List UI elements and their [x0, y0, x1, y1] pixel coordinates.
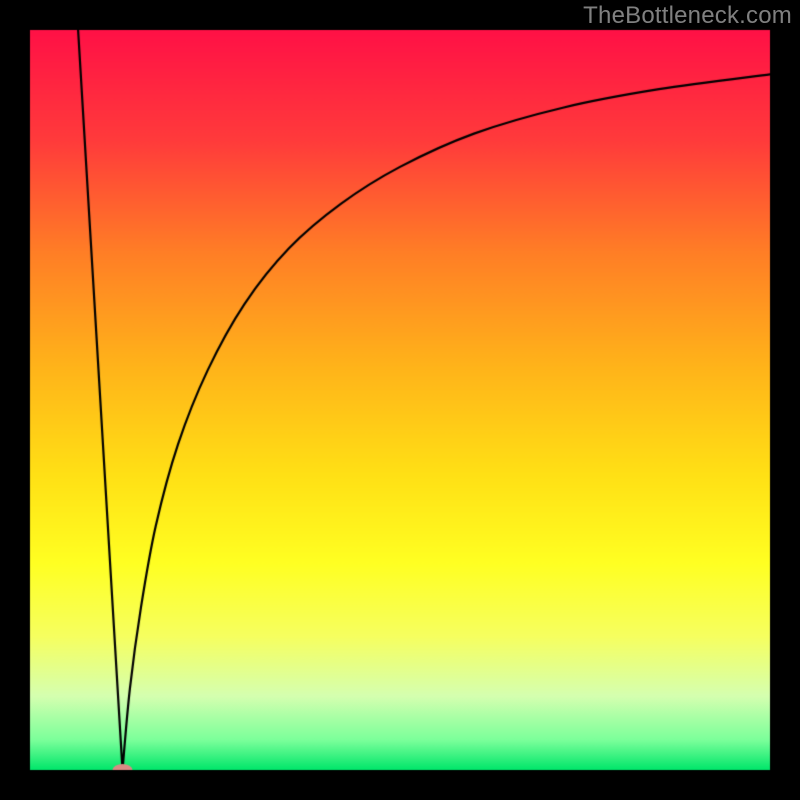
chart-container: TheBottleneck.com [0, 0, 800, 800]
bottleneck-curve-plot [0, 0, 800, 800]
watermark-text: TheBottleneck.com [583, 2, 792, 30]
